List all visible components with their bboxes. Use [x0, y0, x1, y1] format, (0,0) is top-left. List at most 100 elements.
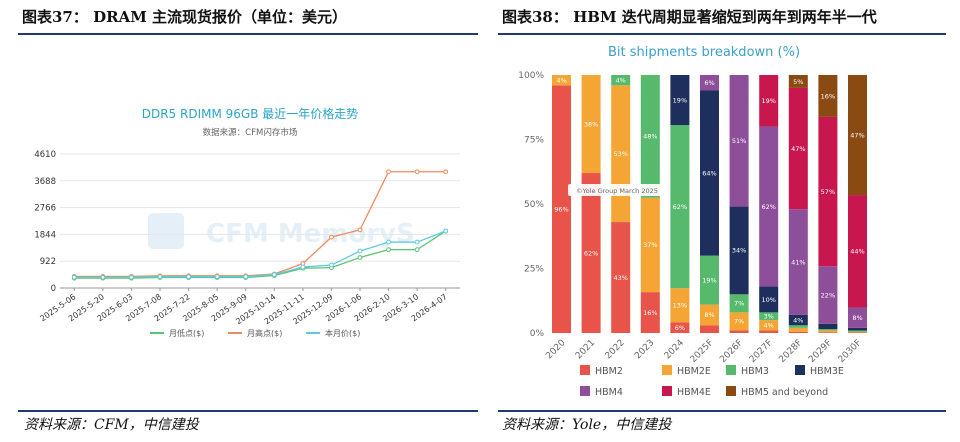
bar-segment [759, 320, 779, 331]
segment-label: 47% [791, 145, 805, 153]
segment-label: 7% [734, 318, 744, 326]
y-tick-label: 100% [518, 71, 544, 81]
stacked-bar-chart: Bit shipments breakdown (%) 0% 25% 50% 75% 1… [518, 45, 867, 398]
figure-title: 图表37： DRAM 主流现货报价（单位：美元） [22, 8, 348, 26]
legend-label: 月高点($) [247, 328, 282, 338]
y-tick-label: 2766 [34, 204, 56, 214]
data-point [71, 274, 77, 280]
bar-segment [670, 75, 690, 126]
bar-stack: 4% 41% 47% 5% [788, 75, 808, 333]
segment-label: 19% [761, 97, 775, 105]
bar-segment [788, 331, 808, 333]
bar-segment [759, 330, 779, 333]
segment-label: 7% [734, 300, 744, 308]
bar-segment [670, 288, 690, 323]
bar-segment [700, 304, 719, 326]
legend-label: HBM2E [677, 366, 711, 377]
segment-label: 3% [764, 313, 774, 321]
data-point [386, 239, 391, 245]
data-point [329, 262, 334, 268]
bar-stack: 8% 44% 47% [848, 75, 867, 333]
bar-segment [848, 307, 867, 328]
legend-label: HBM3E [810, 366, 844, 377]
x-tick-label: 2023 [633, 338, 656, 361]
legend-item: HBM2 [580, 365, 623, 377]
segment-label: 64% [702, 169, 716, 177]
legend-item: 月高点($) [228, 328, 282, 338]
y-tick-label: 3688 [34, 177, 56, 187]
data-point [443, 169, 449, 175]
series-line [74, 230, 446, 278]
legend-label: HBM5 and beyond [741, 387, 828, 398]
legend-label: 本月价($) [325, 328, 360, 338]
segment-label: 13% [673, 302, 687, 310]
bar-segment [788, 314, 808, 326]
title-rule [18, 33, 478, 35]
data-point [300, 264, 306, 270]
legend-item: HBM4E [662, 386, 711, 398]
segment-label: 62% [584, 249, 598, 257]
bar-segment [848, 332, 867, 333]
x-tick-label: 2029F [807, 338, 834, 365]
segment-label: 6% [675, 324, 685, 332]
bar-segment [729, 206, 749, 295]
bar-segment [759, 75, 779, 127]
bar-segment [640, 197, 660, 293]
segment-label: 8% [704, 311, 714, 319]
data-point [243, 274, 249, 280]
legend-item: HBM4 [580, 386, 623, 398]
bar-segment [848, 327, 867, 331]
legend-swatch [662, 386, 672, 396]
x-tick-label: 2025F [689, 338, 716, 365]
data-point [271, 272, 277, 278]
legend-swatch [662, 365, 672, 375]
bar-segment [759, 126, 779, 287]
bar-segment [759, 286, 779, 313]
bar-stack: 96% 4% [552, 75, 571, 333]
data-point [186, 274, 191, 280]
bar-segment [848, 331, 867, 333]
segment-label: 22% [821, 291, 835, 299]
x-tick-label: 2020 [544, 338, 567, 361]
series-line [74, 230, 447, 279]
data-point [214, 274, 220, 280]
bar-segment [848, 330, 867, 332]
segment-label: 16% [643, 309, 657, 317]
segment-label: 44% [850, 248, 864, 256]
bar-segment [640, 75, 660, 198]
legend-item: HBM3 [726, 365, 769, 377]
bar-segment [729, 312, 749, 331]
legend-item: 本月价($) [306, 328, 360, 338]
segment-label: 10% [761, 296, 775, 304]
segment-label: 57% [821, 188, 835, 196]
bar-segment [729, 330, 749, 333]
x-tick-label: 2026F [718, 338, 745, 365]
y-tick-label: 0 [51, 284, 56, 294]
watermark-badge: ©Yole Group March 2025 [568, 184, 666, 196]
bar-segment [788, 75, 808, 88]
segment-label: 62% [673, 203, 687, 211]
segment-label: 4% [556, 76, 566, 84]
bar-segment [759, 312, 779, 321]
figure-title: 图表38： HBM 迭代周期显著缩短到两年到两年半一代 [502, 8, 877, 26]
x-tick-label: 2021 [574, 338, 597, 361]
legend-label: 月低点($) [169, 328, 204, 338]
y-tick-label: 1844 [34, 230, 56, 240]
bar-stack: 8% 19% 64% 6% [700, 75, 719, 333]
y-tick-label: 922 [40, 257, 56, 267]
footer-rule [498, 410, 946, 412]
bar-segment [552, 85, 571, 333]
legend-label: HBM4E [677, 387, 711, 398]
x-tick-label: 2030F [837, 338, 864, 365]
data-point [414, 247, 420, 253]
y-tick-label: 75% [524, 136, 544, 146]
bar-segment [788, 327, 808, 332]
bar-segment [818, 75, 838, 117]
segment-label: 53% [613, 150, 627, 158]
segment-label: 62% [761, 203, 775, 211]
bar-segment [700, 75, 719, 91]
segment-label: 4% [793, 316, 803, 324]
bar-segment [848, 195, 867, 308]
bar-stack: 7% 7% 34% 51% [729, 75, 749, 333]
bar-segment [581, 173, 601, 333]
